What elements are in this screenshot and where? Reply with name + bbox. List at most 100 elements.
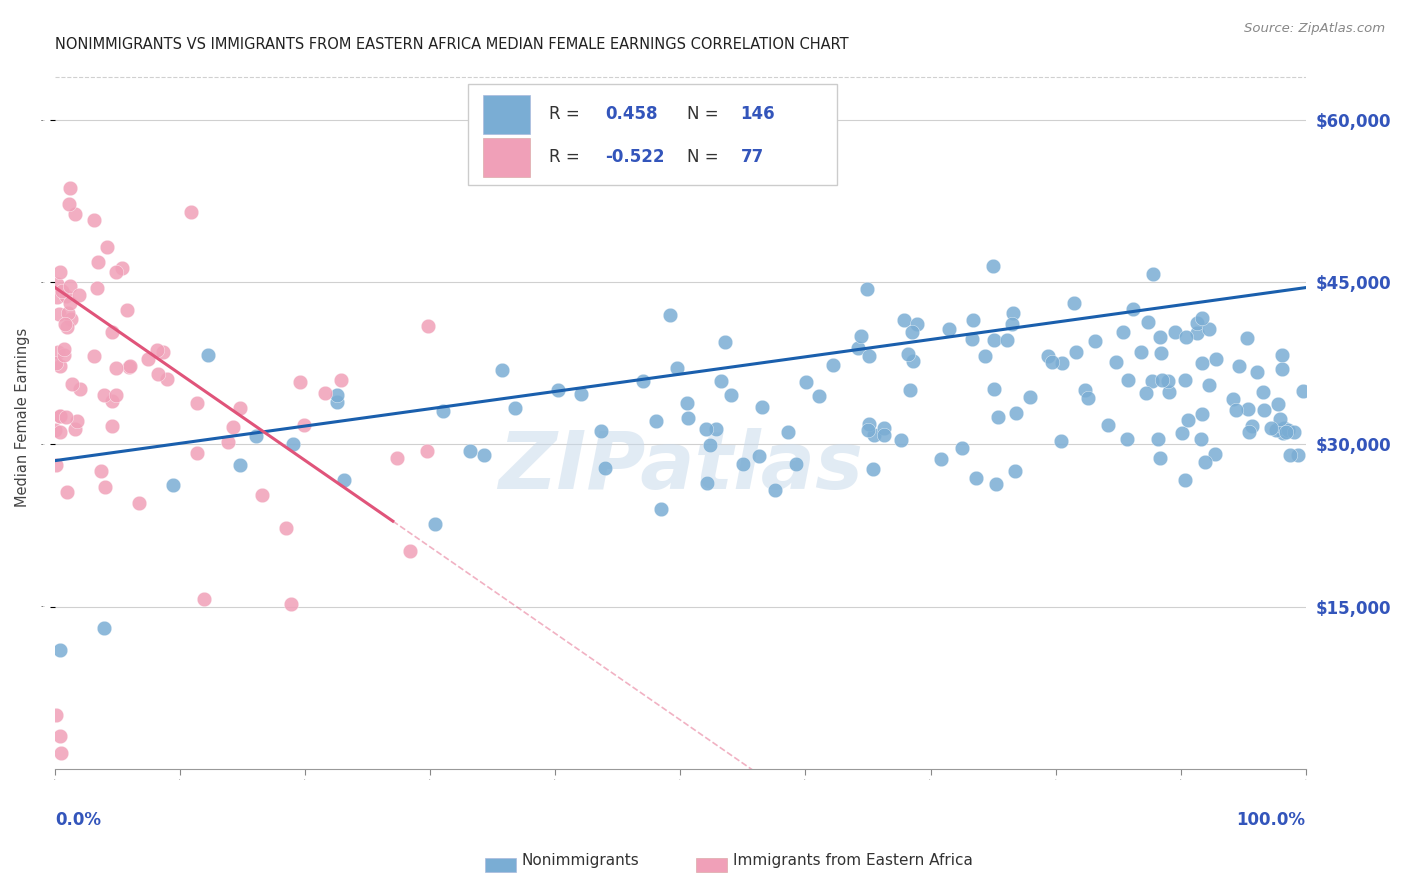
Point <box>1236 331 1258 345</box>
Point <box>720 388 742 402</box>
Point <box>1116 373 1139 387</box>
Point <box>1270 412 1292 426</box>
Point <box>1185 316 1208 330</box>
Point <box>49 729 72 743</box>
Point <box>229 401 252 415</box>
Point <box>1076 391 1098 405</box>
Text: 100.0%: 100.0% <box>1237 811 1306 829</box>
Point <box>93 621 115 635</box>
Point <box>808 389 831 403</box>
FancyBboxPatch shape <box>468 84 837 186</box>
Point <box>1198 377 1220 392</box>
Point <box>763 483 786 498</box>
Point <box>49 746 72 760</box>
Point <box>48 307 70 321</box>
Point <box>997 334 1019 348</box>
Point <box>696 475 718 490</box>
Point <box>1073 384 1095 398</box>
Point <box>1286 448 1309 462</box>
Point <box>858 349 880 363</box>
Point <box>1272 425 1295 440</box>
Point <box>645 414 668 428</box>
Point <box>1191 407 1213 421</box>
Point <box>950 441 973 455</box>
Point <box>491 362 513 376</box>
Point <box>1137 315 1160 329</box>
Point <box>48 345 70 359</box>
Point <box>589 424 612 438</box>
Point <box>1105 355 1128 369</box>
Point <box>128 496 150 510</box>
Point <box>983 382 1005 396</box>
Text: NONIMMIGRANTS VS IMMIGRANTS FROM EASTERN AFRICA MEDIAN FEMALE EARNINGS CORRELATI: NONIMMIGRANTS VS IMMIGRANTS FROM EASTERN… <box>55 37 849 53</box>
Point <box>938 321 960 335</box>
Point <box>898 383 921 397</box>
Point <box>1004 464 1026 478</box>
Point <box>69 382 91 396</box>
Point <box>1275 425 1298 440</box>
Point <box>104 388 127 402</box>
Point <box>63 206 86 220</box>
Point <box>1277 423 1299 437</box>
Point <box>1222 392 1244 406</box>
Point <box>55 410 77 425</box>
Point <box>1174 473 1197 487</box>
Point <box>1241 419 1264 434</box>
Point <box>863 428 886 442</box>
Point <box>49 642 72 657</box>
Point <box>1185 326 1208 340</box>
Point <box>101 418 124 433</box>
Point <box>86 281 108 295</box>
Point <box>1084 334 1107 348</box>
Point <box>984 476 1007 491</box>
Point <box>676 411 699 425</box>
Point <box>118 360 141 375</box>
Point <box>1279 448 1302 462</box>
Text: 0.458: 0.458 <box>606 105 658 123</box>
Point <box>186 395 208 409</box>
Point <box>1050 356 1073 370</box>
Point <box>1191 356 1213 370</box>
Point <box>55 289 77 303</box>
Point <box>974 349 997 363</box>
Point <box>987 410 1010 425</box>
Point <box>1260 421 1282 435</box>
Point <box>1097 417 1119 432</box>
Point <box>49 425 72 439</box>
Point <box>650 502 672 516</box>
Point <box>1042 355 1064 369</box>
Point <box>1264 423 1286 437</box>
Point <box>399 544 422 558</box>
Text: N =: N = <box>686 148 724 166</box>
Point <box>1000 317 1022 331</box>
Point <box>53 343 76 357</box>
Point <box>862 461 884 475</box>
Point <box>59 312 82 326</box>
Point <box>1038 349 1060 363</box>
Point <box>1163 325 1185 339</box>
Point <box>385 451 408 466</box>
Point <box>965 471 987 485</box>
Point <box>1246 365 1268 379</box>
Point <box>326 395 349 409</box>
Point <box>778 425 800 439</box>
Point <box>1191 311 1213 326</box>
Point <box>1198 322 1220 336</box>
Point <box>245 429 267 443</box>
Point <box>83 213 105 227</box>
Point <box>59 295 82 310</box>
Point <box>890 434 912 448</box>
Point <box>849 328 872 343</box>
Point <box>460 444 482 458</box>
Point <box>1005 406 1028 420</box>
Point <box>1239 425 1261 439</box>
Bar <box>482 95 530 134</box>
Point <box>45 458 67 472</box>
Point <box>960 332 983 346</box>
Point <box>1018 390 1040 404</box>
Point <box>733 457 755 471</box>
Point <box>333 473 356 487</box>
Point <box>90 464 112 478</box>
Point <box>217 434 239 449</box>
Text: 0.0%: 0.0% <box>55 811 101 829</box>
